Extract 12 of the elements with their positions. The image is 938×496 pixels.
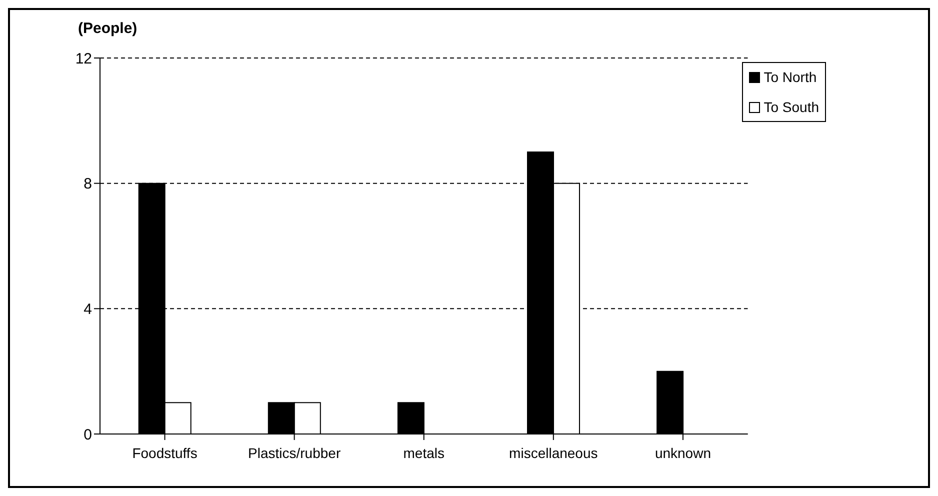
y-tick-label: 4 (84, 300, 92, 318)
x-tick-label: Plastics/rubber (248, 444, 341, 461)
x-tick-label: miscellaneous (509, 444, 598, 461)
y-tick-label: 0 (84, 426, 92, 444)
y-tick-label: 8 (84, 176, 92, 193)
x-tick-label: metals (403, 444, 444, 461)
x-tick-label: Foodstuffs (132, 444, 198, 461)
legend-label: To North (764, 69, 817, 85)
y-tick-label: 12 (75, 50, 92, 68)
legend-label: To South (764, 99, 819, 115)
x-tick-label: unknown (654, 444, 711, 461)
y-axis-title: (People) (78, 20, 138, 37)
